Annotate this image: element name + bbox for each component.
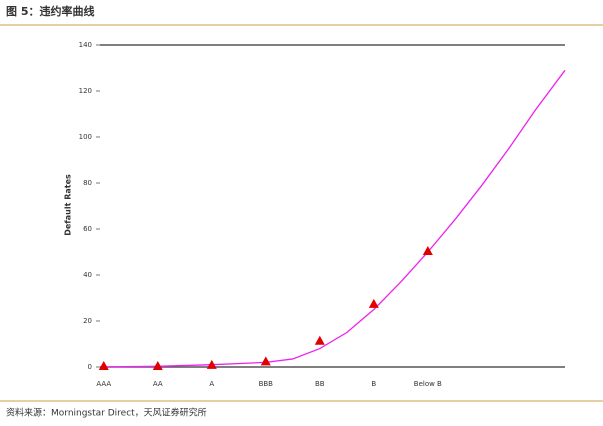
y-tick-label: 80 — [83, 179, 92, 187]
trend-line — [103, 69, 566, 368]
data-point — [422, 246, 433, 255]
x-tick-label: BB — [315, 380, 325, 388]
data-point — [152, 361, 163, 370]
x-tick-label: B — [371, 380, 376, 388]
data-point — [368, 298, 379, 308]
data-point — [260, 356, 271, 366]
y-tick-label: 0 — [88, 363, 92, 371]
x-tick-label: BBB — [259, 380, 274, 388]
y-tick-label: 140 — [79, 41, 92, 49]
y-axis-label: Default Rates — [64, 174, 73, 236]
data-point — [98, 361, 109, 370]
data-point — [206, 359, 217, 369]
x-tick-label: Below B — [414, 380, 442, 388]
y-tick-label: 60 — [83, 225, 92, 233]
y-tick-label: 100 — [79, 133, 92, 141]
x-tick-label: AAA — [96, 380, 111, 388]
source-note: 资料来源：Morningstar Direct，天风证券研究所 — [6, 407, 207, 419]
y-tick-label: 40 — [83, 271, 92, 279]
y-tick-label: 20 — [83, 317, 92, 325]
x-tick-label: A — [209, 380, 214, 388]
x-tick-label: AA — [153, 380, 163, 388]
data-point — [314, 335, 325, 345]
figure-title: 图 5：违约率曲线 — [6, 4, 94, 18]
y-tick-label: 120 — [79, 87, 92, 95]
